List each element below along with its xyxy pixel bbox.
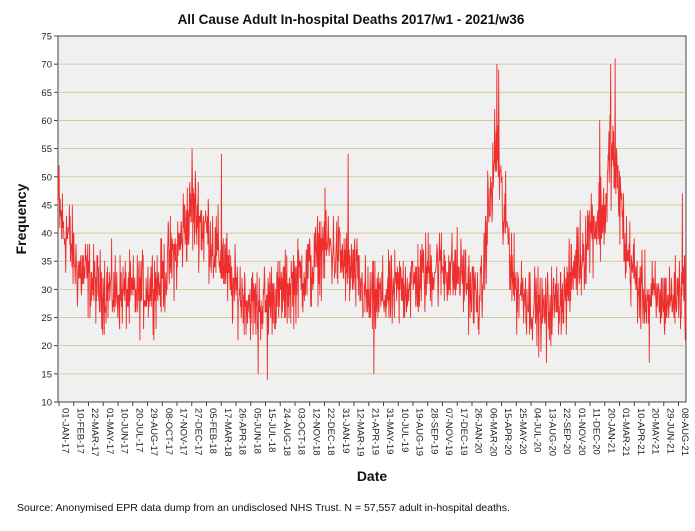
x-tick-label: 29-AUG-17 xyxy=(148,408,159,456)
daily-deaths-line xyxy=(57,58,687,380)
y-tick-label: 45 xyxy=(41,200,52,211)
x-tick-label: 12-NOV-18 xyxy=(310,408,321,456)
x-tick-label: 08-OCT-17 xyxy=(163,408,174,455)
x-tick-label: 03-OCT-18 xyxy=(296,408,307,455)
y-tick-label: 75 xyxy=(41,32,52,43)
x-tick-label: 05-JUN-18 xyxy=(251,408,262,454)
x-tick-label: 29-JUN-21 xyxy=(664,408,675,454)
x-tick-label: 26-JAN-20 xyxy=(473,408,484,453)
x-tick-label: 10-FEB-17 xyxy=(74,408,85,454)
x-tick-label: 20-MAY-21 xyxy=(650,408,661,454)
x-tick-label: 31-MAY-19 xyxy=(384,408,395,454)
x-tick-label: 17-NOV-17 xyxy=(178,408,189,456)
x-tick-label: 01-MAR-21 xyxy=(620,408,631,457)
x-tick-label: 17-DEC-19 xyxy=(458,408,469,456)
x-tick-label: 07-NOV-19 xyxy=(443,408,454,456)
y-tick-label: 35 xyxy=(41,257,52,268)
x-tick-label: 01-MAY-17 xyxy=(104,408,115,454)
x-tick-label: 26-APR-18 xyxy=(237,408,248,455)
plot-area xyxy=(57,35,687,403)
y-tick-label: 10 xyxy=(41,398,52,409)
x-tick-label: 10-JUN-17 xyxy=(119,408,130,454)
x-tick-label: 19-AUG-19 xyxy=(414,408,425,456)
x-tick-label: 28-SEP-19 xyxy=(428,408,439,454)
grid-lines xyxy=(58,63,686,375)
x-tick-label: 22-DEC-18 xyxy=(325,408,336,456)
y-tick-label: 20 xyxy=(41,341,52,352)
chart: All Cause Adult In-hospital Deaths 2017/… xyxy=(13,12,690,484)
x-tick-label: 01-JAN-17 xyxy=(60,408,71,453)
y-tick-label: 50 xyxy=(41,172,52,183)
x-axis-title: Date xyxy=(357,468,388,484)
y-tick-label: 40 xyxy=(41,229,52,240)
x-tick-label: 27-DEC-17 xyxy=(192,408,203,456)
y-axis-ticks: 10 15 20 25 30 35 40 45 50 55 60 65 70 75 xyxy=(41,32,58,409)
x-tick-label: 15-JUL-18 xyxy=(266,408,277,452)
source-note: Source: Anonymised EPR data dump from an… xyxy=(17,502,510,514)
y-tick-label: 25 xyxy=(41,313,52,324)
x-tick-label: 20-JUL-17 xyxy=(133,408,144,452)
x-tick-label: 22-MAR-17 xyxy=(89,408,100,457)
x-tick-label: 21-APR-19 xyxy=(369,408,380,455)
x-tick-label: 17-MAR-18 xyxy=(222,408,233,457)
y-tick-label: 30 xyxy=(41,285,52,296)
y-tick-label: 15 xyxy=(41,369,52,380)
series-line xyxy=(57,58,687,380)
x-tick-label: 06-MAR-20 xyxy=(487,408,498,457)
x-tick-label: 31-JAN-19 xyxy=(340,408,351,453)
x-tick-label: 25-MAY-20 xyxy=(517,408,528,454)
x-tick-label: 10-APR-21 xyxy=(635,408,646,455)
x-tick-label: 11-DEC-20 xyxy=(591,408,602,455)
x-tick-label: 10-JUL-19 xyxy=(399,408,410,452)
x-tick-label: 01-NOV-20 xyxy=(576,408,587,456)
x-tick-label: 04-JUL-20 xyxy=(532,408,543,452)
y-tick-label: 60 xyxy=(41,116,52,127)
chart-title: All Cause Adult In-hospital Deaths 2017/… xyxy=(178,12,525,27)
y-axis-title: Frequency xyxy=(13,183,29,254)
x-tick-label: 08-AUG-21 xyxy=(679,408,690,456)
x-tick-label: 22-SEP-20 xyxy=(561,408,572,454)
x-tick-label: 13-AUG-20 xyxy=(546,408,557,456)
x-tick-label: 05-FEB-18 xyxy=(207,408,218,454)
y-tick-label: 65 xyxy=(41,88,52,99)
y-tick-label: 70 xyxy=(41,60,52,71)
x-axis-ticks: 01-JAN-17 10-FEB-17 22-MAR-17 01-MAY-17 10-J… xyxy=(58,402,690,457)
x-tick-label: 12-MAR-19 xyxy=(355,408,366,457)
y-tick-label: 55 xyxy=(41,144,52,155)
x-tick-label: 24-AUG-18 xyxy=(281,408,292,456)
x-tick-label: 20-JAN-21 xyxy=(605,408,616,453)
x-tick-label: 15-APR-20 xyxy=(502,408,513,455)
